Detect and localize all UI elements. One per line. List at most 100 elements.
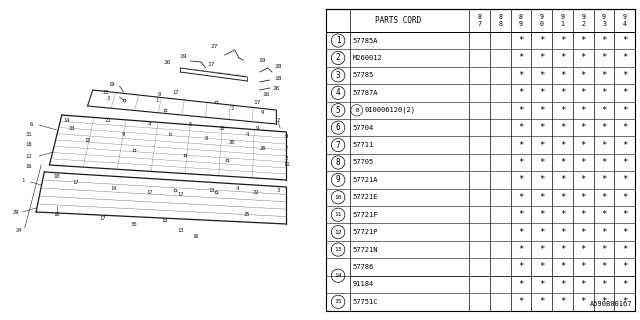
Text: 17: 17 bbox=[72, 180, 79, 185]
Text: *: * bbox=[518, 280, 524, 289]
Text: 57721P: 57721P bbox=[353, 229, 378, 235]
Text: *: * bbox=[560, 210, 565, 219]
Text: *: * bbox=[518, 210, 524, 219]
Text: *: * bbox=[518, 106, 524, 115]
Text: 15: 15 bbox=[334, 299, 342, 304]
Text: *: * bbox=[622, 106, 628, 115]
Text: *: * bbox=[518, 53, 524, 62]
Text: 17: 17 bbox=[100, 215, 106, 220]
Text: 28: 28 bbox=[275, 63, 282, 68]
Text: *: * bbox=[539, 245, 545, 254]
Text: 8
9: 8 9 bbox=[519, 14, 523, 27]
Text: 18: 18 bbox=[275, 76, 282, 81]
Text: 8: 8 bbox=[336, 158, 340, 167]
Text: 9
2: 9 2 bbox=[581, 14, 586, 27]
Text: 10: 10 bbox=[334, 195, 342, 200]
Text: *: * bbox=[602, 245, 607, 254]
Text: 57721N: 57721N bbox=[353, 247, 378, 252]
Text: *: * bbox=[602, 193, 607, 202]
Text: 20: 20 bbox=[259, 146, 266, 150]
Text: 4: 4 bbox=[148, 123, 151, 127]
Text: 3: 3 bbox=[276, 188, 280, 193]
Text: 18: 18 bbox=[26, 142, 32, 148]
Text: 6: 6 bbox=[29, 123, 33, 127]
Text: *: * bbox=[539, 175, 545, 184]
Text: *: * bbox=[602, 228, 607, 237]
Text: *: * bbox=[560, 123, 565, 132]
Text: 26: 26 bbox=[163, 60, 171, 65]
Text: 26: 26 bbox=[272, 85, 280, 91]
Text: 19: 19 bbox=[108, 83, 115, 87]
Text: 17: 17 bbox=[172, 91, 179, 95]
Text: *: * bbox=[518, 158, 524, 167]
Text: *: * bbox=[560, 262, 565, 271]
Text: b: b bbox=[168, 132, 172, 138]
Text: 18: 18 bbox=[161, 218, 168, 222]
Text: *: * bbox=[560, 228, 565, 237]
Text: *: * bbox=[622, 193, 628, 202]
Text: *: * bbox=[518, 262, 524, 271]
Text: *: * bbox=[602, 158, 607, 167]
Text: 7: 7 bbox=[285, 146, 288, 150]
Text: 57721A: 57721A bbox=[353, 177, 378, 183]
Text: *: * bbox=[518, 297, 524, 306]
Text: 11: 11 bbox=[283, 163, 289, 167]
Text: *: * bbox=[622, 228, 628, 237]
Text: *: * bbox=[580, 158, 586, 167]
Text: 1: 1 bbox=[21, 178, 24, 182]
Text: *: * bbox=[622, 175, 628, 184]
Text: *: * bbox=[622, 262, 628, 271]
Text: *: * bbox=[560, 297, 565, 306]
Text: *: * bbox=[622, 88, 628, 97]
Text: 19: 19 bbox=[180, 54, 187, 60]
Text: *: * bbox=[580, 297, 586, 306]
Text: *: * bbox=[580, 140, 586, 149]
Text: *: * bbox=[539, 140, 545, 149]
Text: 9: 9 bbox=[261, 110, 264, 116]
Text: 21: 21 bbox=[105, 117, 111, 123]
Text: *: * bbox=[539, 53, 545, 62]
Text: *: * bbox=[518, 245, 524, 254]
Text: *: * bbox=[560, 36, 565, 45]
Text: 9: 9 bbox=[122, 132, 125, 138]
Text: 24: 24 bbox=[15, 228, 22, 233]
Text: *: * bbox=[539, 193, 545, 202]
Text: 9
1: 9 1 bbox=[561, 14, 564, 27]
Text: *: * bbox=[580, 210, 586, 219]
Text: 17: 17 bbox=[207, 62, 215, 68]
Text: *: * bbox=[602, 106, 607, 115]
Text: 4: 4 bbox=[336, 88, 340, 97]
Text: B: B bbox=[355, 108, 358, 113]
Text: *: * bbox=[539, 210, 545, 219]
Text: *: * bbox=[622, 210, 628, 219]
Text: *: * bbox=[518, 123, 524, 132]
Text: 20: 20 bbox=[228, 140, 235, 145]
Text: 2: 2 bbox=[230, 106, 234, 110]
Text: 10: 10 bbox=[53, 174, 60, 180]
Text: *: * bbox=[539, 106, 545, 115]
Text: 9: 9 bbox=[285, 134, 288, 140]
Text: 12: 12 bbox=[334, 230, 342, 235]
Text: 8
8: 8 8 bbox=[498, 14, 502, 27]
Text: *: * bbox=[539, 36, 545, 45]
Text: *: * bbox=[518, 175, 524, 184]
Text: 5: 5 bbox=[189, 123, 192, 127]
Text: *: * bbox=[602, 280, 607, 289]
Text: *: * bbox=[560, 280, 565, 289]
Text: 16: 16 bbox=[193, 235, 199, 239]
Text: 13: 13 bbox=[177, 228, 184, 233]
Text: *: * bbox=[539, 262, 545, 271]
Text: *: * bbox=[580, 245, 586, 254]
Text: *: * bbox=[580, 280, 586, 289]
Text: *: * bbox=[602, 53, 607, 62]
Text: *: * bbox=[580, 123, 586, 132]
Text: *: * bbox=[622, 36, 628, 45]
Text: *: * bbox=[539, 228, 545, 237]
Text: *: * bbox=[560, 140, 565, 149]
Text: 14: 14 bbox=[334, 273, 342, 278]
Text: *: * bbox=[539, 123, 545, 132]
Text: 8: 8 bbox=[158, 92, 161, 97]
Text: *: * bbox=[560, 53, 565, 62]
Text: 010006120(2): 010006120(2) bbox=[364, 107, 415, 114]
Text: 1: 1 bbox=[336, 36, 340, 45]
